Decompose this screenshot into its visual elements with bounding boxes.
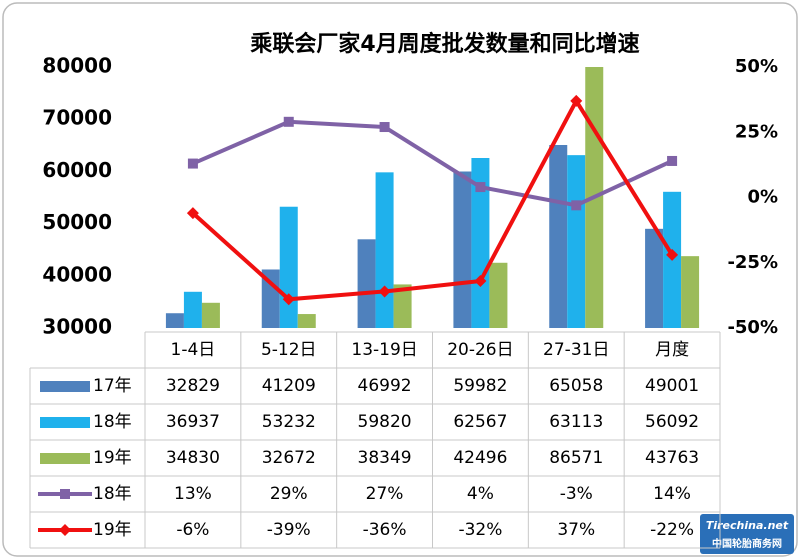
legend-label: 19年 <box>93 448 132 468</box>
watermark-box <box>700 514 794 554</box>
bar <box>357 239 376 328</box>
table-value: 41209 <box>262 376 316 396</box>
watermark-text: 中国轮胎商务网 <box>712 537 782 550</box>
table-value: -36% <box>363 520 407 540</box>
marker <box>667 155 678 166</box>
x-tick-label: 27-31日 <box>543 340 609 360</box>
bar <box>567 155 586 328</box>
legend-label: 17年 <box>93 376 132 396</box>
table-value: -32% <box>458 520 502 540</box>
table-value: 86571 <box>549 448 603 468</box>
bar <box>165 313 184 328</box>
table-value: 43763 <box>645 448 699 468</box>
table-value: 27% <box>366 484 404 504</box>
y-tick-label: 80000 <box>42 54 112 78</box>
table-value: 37% <box>557 520 595 540</box>
bar <box>261 269 280 328</box>
bar <box>183 291 202 328</box>
table-value: 14% <box>653 484 691 504</box>
legend-label: 18年 <box>93 484 132 504</box>
table-value: 63113 <box>549 412 603 432</box>
table-value: -3% <box>560 484 593 504</box>
table-value: 56092 <box>645 412 699 432</box>
y2-tick-label: -25% <box>727 252 778 273</box>
table-value: 34830 <box>166 448 220 468</box>
x-tick-label: 5-12日 <box>261 340 317 360</box>
plot-area <box>165 67 700 329</box>
table-value: 59820 <box>358 412 412 432</box>
marker <box>283 116 294 127</box>
marker <box>378 285 391 298</box>
y2-tick-label: 25% <box>735 121 778 142</box>
bar <box>645 228 664 328</box>
y-tick-label: 50000 <box>42 210 112 234</box>
bar <box>585 67 604 329</box>
marker <box>60 489 70 499</box>
table-value: -22% <box>650 520 694 540</box>
x-tick-label: 月度 <box>655 340 689 360</box>
bar <box>297 314 316 328</box>
legend-label: 18年 <box>93 412 132 432</box>
marker <box>59 524 71 536</box>
marker <box>666 248 679 261</box>
marker <box>475 182 486 193</box>
table-value: 53232 <box>262 412 316 432</box>
marker <box>571 200 582 211</box>
table-value: 49001 <box>645 376 699 396</box>
chart-title: 乘联会厂家4月周度批发数量和同比增速 <box>249 31 639 57</box>
bar <box>375 172 394 328</box>
y-tick-label: 30000 <box>42 315 112 339</box>
marker <box>186 207 199 220</box>
bar <box>393 284 412 328</box>
x-tick-label: 1-4日 <box>171 340 216 360</box>
legend-swatch <box>40 417 90 428</box>
bar <box>489 262 508 328</box>
bar <box>453 171 472 328</box>
marker <box>282 293 295 306</box>
table-value: 65058 <box>549 376 603 396</box>
y2-tick-label: -50% <box>727 317 778 338</box>
table-value: 4% <box>467 484 494 504</box>
table-value: -39% <box>267 520 311 540</box>
bar <box>549 144 568 328</box>
table-value: 59982 <box>453 376 507 396</box>
bar <box>681 256 700 328</box>
table-value: 46992 <box>358 376 412 396</box>
table-value: 13% <box>174 484 212 504</box>
table-value: 36937 <box>166 412 220 432</box>
table-value: 38349 <box>358 448 412 468</box>
marker <box>474 275 487 288</box>
marker <box>379 122 390 133</box>
legend-label: 19年 <box>93 520 132 540</box>
line <box>192 119 673 208</box>
y-tick-label: 40000 <box>42 262 112 286</box>
table-value: -6% <box>176 520 209 540</box>
marker <box>187 158 198 169</box>
table-value: 32829 <box>166 376 220 396</box>
table-value: 42496 <box>453 448 507 468</box>
table-value: 29% <box>270 484 308 504</box>
x-tick-label: 20-26日 <box>447 340 513 360</box>
bar <box>471 158 490 328</box>
y2-tick-label: 0% <box>747 187 778 208</box>
legend-swatch <box>40 453 90 464</box>
marker <box>570 94 583 107</box>
bar <box>201 302 220 328</box>
table-value: 62567 <box>453 412 507 432</box>
y-tick-label: 70000 <box>42 106 112 130</box>
watermark-logo: Tirechina.net <box>706 519 789 532</box>
line <box>191 96 674 302</box>
bar <box>279 206 298 328</box>
y-tick-label: 60000 <box>42 158 112 182</box>
x-tick-label: 13-19日 <box>351 340 417 360</box>
y2-tick-label: 50% <box>735 56 778 77</box>
legend-swatch <box>40 381 90 392</box>
table-value: 32672 <box>262 448 316 468</box>
